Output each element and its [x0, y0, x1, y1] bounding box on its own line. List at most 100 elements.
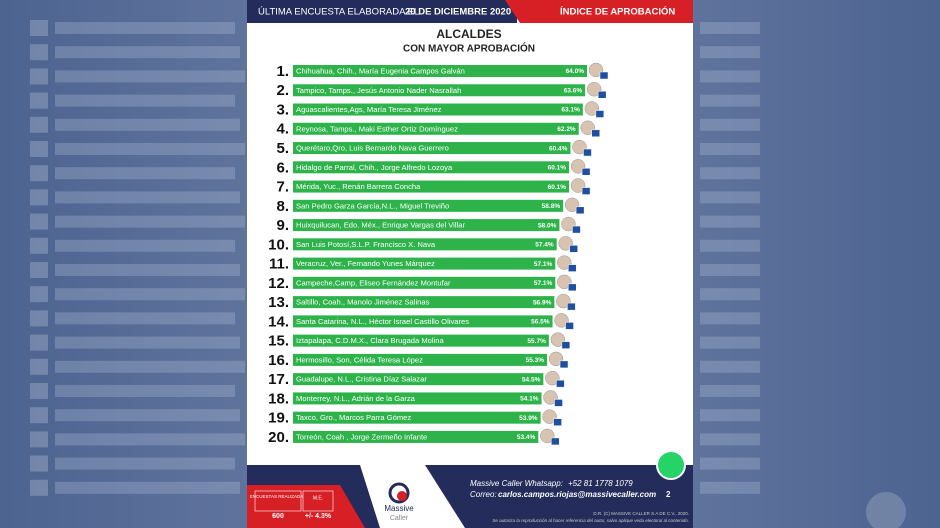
photo	[561, 216, 576, 232]
header-right	[505, 0, 693, 23]
bar-label: Mérida, Yuc., Renán Barrera Concha	[296, 182, 421, 191]
blur-row	[55, 360, 245, 373]
blur-rank	[30, 479, 48, 496]
value-label: 58.8%	[542, 203, 561, 210]
whatsapp-label: Massive Caller Whatsapp:	[470, 479, 563, 488]
rank: 13.	[268, 294, 289, 311]
bar	[293, 103, 583, 116]
rank: 15.	[268, 333, 289, 350]
blur-rank	[30, 407, 48, 424]
me-box	[302, 490, 334, 512]
bar	[293, 142, 571, 155]
blur-row	[700, 22, 760, 34]
party-logo	[599, 71, 609, 80]
value-label: 58.0%	[538, 222, 557, 229]
blur-rank	[30, 92, 48, 109]
blur-rank	[30, 431, 48, 448]
bars: 1. Chihuahua, Chih., María Eugenia Campos…	[268, 62, 609, 446]
photo	[564, 197, 580, 213]
rank: 18.	[268, 390, 289, 407]
blur-row	[700, 312, 760, 325]
bar	[293, 122, 579, 135]
value-label: 55.7%	[527, 338, 546, 345]
surveys-label: ENCUESTAS REALIZADAS	[250, 494, 306, 499]
blur-rank	[30, 310, 48, 327]
blur-row	[55, 94, 235, 107]
blurred-icon	[866, 492, 906, 528]
photo	[572, 139, 587, 155]
party-logo	[561, 341, 571, 349]
bar-label: Querétaro,Qro, Luis Bernardo Nava Guerre…	[296, 144, 449, 153]
party-logo	[568, 264, 577, 272]
party-logo	[572, 225, 581, 234]
rank: 3.	[276, 101, 289, 118]
bar	[293, 219, 560, 232]
value-label: 56.5%	[531, 319, 550, 326]
rank: 5.	[276, 140, 289, 157]
value-label: 62.2%	[557, 126, 576, 133]
blur-row	[700, 360, 760, 373]
blur-row	[55, 191, 240, 204]
blur-row	[55, 288, 245, 301]
blur-rank	[30, 213, 48, 230]
blur-row	[700, 70, 760, 83]
bar	[293, 334, 549, 347]
logo-icon-dot	[397, 491, 407, 501]
bar-label: Campeche,Camp, Eliseo Fernández Montufar	[296, 278, 451, 287]
bar	[293, 65, 587, 77]
party-logo	[565, 322, 574, 330]
blur-rank	[30, 262, 48, 278]
me: +/- 4.3%	[305, 513, 332, 520]
bar-label: Hidalgo de Parral, Chih., Jorge Alfredo …	[296, 163, 453, 172]
blur-row	[700, 239, 760, 252]
party-logo	[575, 206, 585, 215]
blur-row	[55, 433, 245, 446]
rank: 7.	[276, 179, 289, 196]
blur-rank	[30, 165, 48, 182]
photo	[543, 390, 558, 405]
blur-row	[700, 409, 760, 422]
bar	[293, 276, 556, 289]
bar-label: Taxco, Gro., Marcos Parra Gómez	[296, 413, 411, 422]
rank: 16.	[268, 352, 289, 369]
photo	[542, 409, 557, 424]
value-label: 54.5%	[522, 376, 541, 383]
whatsapp-icon	[656, 450, 686, 480]
rank: 14.	[268, 313, 289, 330]
photo	[584, 101, 600, 116]
blur-row	[700, 167, 760, 180]
blur-rank	[30, 189, 48, 206]
value-label: 53.9%	[519, 415, 538, 422]
photo	[580, 120, 595, 136]
blur-rank	[30, 44, 48, 61]
footer-logo-bg	[360, 465, 465, 528]
blur-row	[55, 167, 235, 180]
surveys: 600	[272, 513, 284, 520]
rank: 12.	[268, 275, 289, 292]
bar	[293, 315, 553, 328]
value-label: 60.4%	[549, 145, 568, 152]
bar-label: San Pedro Garza García,N.L., Miguel Trev…	[296, 201, 449, 210]
photo	[570, 178, 586, 193]
value-label: 64.0%	[566, 68, 585, 75]
header-section: ÍNDICE DE APROBACIÓN	[560, 6, 675, 18]
party-logo	[554, 399, 563, 407]
me-label: M.E.	[313, 495, 323, 501]
bar-label: San Luis Potosí,S.L.P. Francisco X. Nava	[296, 240, 436, 249]
blur-rank	[30, 286, 48, 303]
photo	[556, 293, 571, 309]
chart-title: ALCALDES	[436, 27, 501, 41]
photo	[588, 62, 604, 78]
photo	[557, 274, 572, 290]
party-logo	[581, 187, 591, 195]
value-label: 60.1%	[548, 165, 567, 172]
rank: 1.	[276, 63, 289, 80]
blur-row	[700, 118, 760, 131]
blur-row	[55, 385, 235, 397]
photo	[558, 236, 573, 251]
bar-label: Chihuahua, Chih., María Eugenia Campos G…	[296, 67, 465, 76]
rank: 9.	[276, 217, 289, 234]
blur-row	[700, 264, 760, 276]
blur-row	[700, 143, 760, 155]
